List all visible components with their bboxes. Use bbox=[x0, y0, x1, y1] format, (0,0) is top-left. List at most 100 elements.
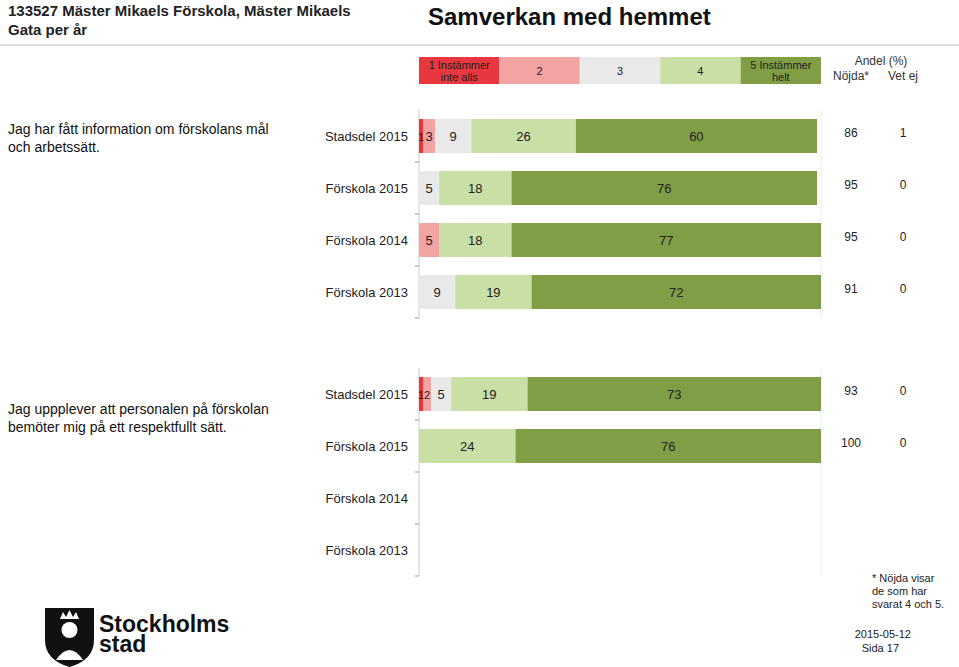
data-label: 9 bbox=[433, 285, 440, 300]
question-text: Jag uppplever att personalen på förskola… bbox=[8, 400, 270, 436]
satisfied-value: 93 bbox=[844, 384, 858, 398]
category-label: Förskola 2015 bbox=[326, 439, 408, 454]
legend-label: 4 bbox=[660, 57, 740, 84]
bar-segment bbox=[511, 171, 817, 205]
category-label: Förskola 2014 bbox=[326, 233, 408, 248]
data-label: 18 bbox=[468, 233, 482, 248]
data-label: 5 bbox=[437, 387, 444, 402]
column-header: Nöjda* bbox=[821, 69, 881, 83]
column-header: Vet ej bbox=[873, 69, 933, 83]
satisfied-value: 95 bbox=[844, 178, 858, 192]
data-label: 76 bbox=[657, 181, 671, 196]
date: 2015-05-12 bbox=[855, 628, 911, 640]
data-label: 3 bbox=[425, 129, 432, 144]
crest-shield bbox=[45, 608, 94, 667]
legend-label: 2 bbox=[499, 57, 579, 84]
bar-segment bbox=[455, 275, 531, 309]
category-tick bbox=[415, 214, 419, 215]
data-label: 18 bbox=[468, 181, 482, 196]
bar-segment bbox=[435, 119, 471, 153]
dont-know-value: 1 bbox=[900, 126, 907, 140]
bar-segment bbox=[471, 119, 576, 153]
bar-segment bbox=[515, 429, 821, 463]
bar-segment bbox=[576, 119, 817, 153]
data-label: 60 bbox=[689, 129, 703, 144]
data-labels: 13 9 26 60 5 18 76 5 18 77 9 19 72 bbox=[418, 129, 704, 300]
header-rule bbox=[0, 45, 959, 46]
bar-segment bbox=[528, 377, 821, 411]
column-group-header: Andel (%) bbox=[831, 54, 931, 68]
question-text: Jag har fått information om förskolans m… bbox=[8, 120, 270, 156]
bar-segment bbox=[423, 119, 435, 153]
legend-swatch bbox=[741, 57, 821, 84]
bar-segment bbox=[451, 377, 527, 411]
data-labels: 12519732476 bbox=[418, 387, 682, 454]
data-label: 72 bbox=[669, 285, 683, 300]
bar-segment bbox=[439, 223, 511, 257]
footnote: de som har bbox=[872, 585, 927, 597]
page-canvas: 1392660518765187791972Stadsdel 2015861Fö… bbox=[0, 0, 959, 667]
category-tick bbox=[415, 420, 419, 421]
category-tick bbox=[415, 472, 419, 473]
data-label: 26 bbox=[516, 129, 530, 144]
bar-segment bbox=[419, 223, 439, 257]
data-label: 76 bbox=[661, 439, 675, 454]
data-label: 77 bbox=[659, 233, 673, 248]
category-label: Förskola 2013 bbox=[326, 543, 408, 558]
satisfied-value: 86 bbox=[844, 126, 858, 140]
dont-know-value: 0 bbox=[900, 384, 907, 398]
category-tick bbox=[415, 524, 419, 525]
bar-segment bbox=[439, 171, 511, 205]
satisfied-value: 95 bbox=[844, 230, 858, 244]
category-tick bbox=[415, 162, 419, 163]
legend-swatch bbox=[499, 57, 579, 84]
data-label: 73 bbox=[667, 387, 681, 402]
legend-swatch bbox=[580, 57, 660, 84]
bars bbox=[419, 119, 821, 309]
data-label: 1 bbox=[418, 131, 424, 143]
dont-know-value: 0 bbox=[900, 230, 907, 244]
page-title: Samverkan med hemmet bbox=[428, 3, 711, 31]
logo-text: stad bbox=[99, 631, 146, 657]
category-tick bbox=[415, 576, 419, 577]
satisfied-value: 100 bbox=[841, 436, 861, 450]
bar-segment bbox=[511, 223, 821, 257]
dont-know-value: 0 bbox=[900, 436, 907, 450]
crest-crown bbox=[60, 610, 79, 619]
dont-know-value: 0 bbox=[900, 282, 907, 296]
page-number: Sida 17 bbox=[862, 642, 899, 654]
data-label: 19 bbox=[482, 387, 496, 402]
dont-know-value: 0 bbox=[900, 178, 907, 192]
satisfied-value: 91 bbox=[844, 282, 858, 296]
category-label: Förskola 2013 bbox=[326, 285, 408, 300]
category-label: Förskola 2014 bbox=[326, 491, 408, 506]
unit-name: 133527 Mäster Mikaels Förskola, Mäster M… bbox=[8, 1, 368, 39]
footnote: * Nöjda visar bbox=[872, 572, 935, 584]
category-label: Stadsdel 2015 bbox=[325, 129, 408, 144]
bars bbox=[419, 377, 821, 463]
bar-segment bbox=[431, 377, 451, 411]
bar-segment bbox=[423, 377, 431, 411]
bar-segment bbox=[419, 429, 515, 463]
legend-label: 3 bbox=[580, 57, 660, 84]
data-label: 2 bbox=[424, 389, 430, 401]
category-tick bbox=[415, 318, 419, 319]
footnote: svarat 4 och 5. bbox=[872, 598, 944, 610]
legend-label: 5 Instämmer helt bbox=[741, 57, 821, 84]
category-label: Förskola 2015 bbox=[326, 181, 408, 196]
legend-label: 1 Instämmer inte alls bbox=[419, 57, 499, 84]
legend-swatch bbox=[660, 57, 740, 84]
crest-head bbox=[62, 622, 78, 638]
bar-segment bbox=[419, 275, 455, 309]
category-label: Stadsdel 2015 bbox=[325, 387, 408, 402]
data-label: 19 bbox=[486, 285, 500, 300]
bar-segment bbox=[419, 171, 439, 205]
bar-segment bbox=[532, 275, 821, 309]
data-label: 9 bbox=[450, 129, 457, 144]
legend-swatch bbox=[419, 57, 499, 84]
data-label: 5 bbox=[425, 181, 432, 196]
crest-body bbox=[56, 650, 83, 660]
data-label: 24 bbox=[460, 439, 474, 454]
category-tick bbox=[415, 266, 419, 267]
data-label: 5 bbox=[425, 233, 432, 248]
